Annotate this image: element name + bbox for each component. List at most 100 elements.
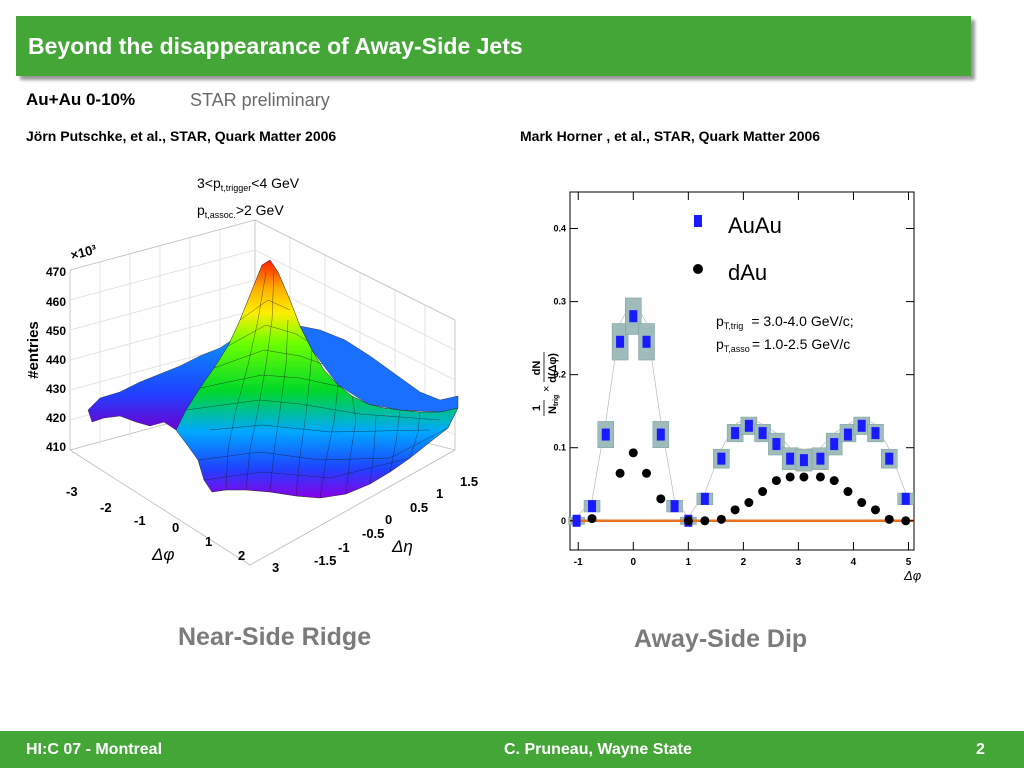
z-tick: 420	[46, 411, 66, 425]
z-multiplier: ×10³	[69, 241, 99, 262]
z-tick: 450	[46, 324, 66, 338]
footer-left: HI:C 07 - Montreal	[26, 741, 163, 758]
auau-point	[656, 428, 665, 441]
x-tick-label: 1	[686, 557, 692, 568]
footer-center: C. Pruneau, Wayne State	[504, 741, 692, 758]
auau-point	[885, 452, 894, 465]
z-tick: 460	[46, 295, 66, 309]
deta-tick: -1	[338, 540, 350, 555]
auau-point	[843, 428, 852, 441]
dau-point	[642, 468, 652, 478]
dau-point	[815, 472, 825, 482]
slide-title: Beyond the disappearance of Away-Side Je…	[28, 33, 523, 59]
auau-point	[758, 427, 767, 440]
x-tick-label: 5	[906, 557, 912, 568]
systematic-bands	[568, 297, 914, 525]
x-tick-label: 2	[741, 557, 747, 568]
auau-point	[830, 438, 839, 451]
scatter-series	[572, 310, 911, 527]
deta-tick: 0.5	[410, 500, 428, 515]
dau-point	[615, 468, 625, 478]
y-tick-label: 0.3	[553, 297, 566, 307]
z-tick: 430	[46, 382, 66, 396]
pt-trig-annotation: pT,trig = 3.0-4.0 GeV/c;	[716, 313, 854, 331]
dphi-tick: 0	[172, 520, 179, 535]
z-tick: 470	[46, 265, 66, 279]
scatter-axes: -1 0 1 2 3 4 5 0 0.1 0.2 0.3 0.4	[553, 192, 914, 568]
y-tick-label: 0	[561, 516, 566, 526]
dau-point	[744, 498, 754, 508]
pt-asso-annotation: pT,asso = 1.0-2.5 GeV/c	[716, 336, 850, 354]
cut-labels: 3<pt,trigger<4 GeV pt,assoc.>2 GeV	[197, 175, 300, 220]
auau-point	[717, 452, 726, 465]
pt-annotations: pT,trig = 3.0-4.0 GeV/c; pT,asso = 1.0-2.5…	[716, 313, 854, 354]
y-tick-label: 0.2	[553, 370, 566, 380]
dau-point	[857, 498, 867, 508]
surface-right-sheet	[299, 325, 459, 413]
dphi-tick: 2	[238, 548, 245, 563]
y-tick-label: 0.1	[553, 443, 566, 453]
preliminary-label: STAR preliminary	[190, 90, 330, 110]
credit-left: Jörn Putschke, et al., STAR, Quark Matte…	[26, 128, 337, 144]
band-outline	[576, 297, 907, 518]
y-tick-label: 0.4	[553, 224, 566, 234]
dphi-tick: -2	[100, 500, 112, 515]
deta-axis-label: Δη	[391, 537, 413, 556]
auau-point	[799, 454, 808, 467]
assoc-cut: pt,assoc.>2 GeV	[197, 202, 284, 220]
dau-point	[587, 514, 597, 524]
x-tick-label: 3	[796, 557, 802, 568]
ylabel-times: ×	[541, 386, 553, 392]
deta-tick: 1.5	[460, 474, 478, 489]
caption-near-side: Near-Side Ridge	[178, 623, 372, 651]
auau-point	[700, 492, 709, 505]
credit-right: Mark Horner , et al., STAR, Quark Matter…	[520, 128, 821, 144]
legend-marker-auau	[694, 215, 702, 227]
dau-point	[829, 476, 839, 486]
auau-point	[744, 419, 753, 432]
z-axis-label: #entries	[25, 321, 42, 379]
subhead: Au+Au 0-10%	[26, 90, 136, 109]
auau-point	[772, 438, 781, 451]
auau-point	[670, 500, 679, 513]
dau-point	[785, 472, 795, 482]
dphi-tick: 3	[272, 560, 279, 575]
deta-tick: -0.5	[362, 526, 384, 541]
auau-point	[642, 335, 651, 348]
footer-bar: HI:C 07 - Montreal C. Pruneau, Wayne Sta…	[0, 731, 1024, 768]
legend-label-dau: dAu	[728, 260, 767, 285]
auau-point	[731, 427, 740, 440]
surface-ridge	[175, 259, 459, 499]
ylabel-one: 1	[531, 405, 543, 411]
ylabel-dphi: d(Δφ)	[547, 353, 559, 383]
auau-point	[871, 427, 880, 440]
auau-point	[901, 492, 910, 505]
dau-point	[884, 514, 894, 524]
scatter-xlabel: Δφ	[903, 568, 922, 583]
dau-point	[843, 487, 853, 497]
auau-point	[786, 452, 795, 465]
dau-point	[758, 487, 768, 497]
auau-point	[601, 428, 610, 441]
z-axis: 470 460 450 440 430 420 410	[46, 265, 66, 454]
legend-marker-dau	[693, 264, 703, 274]
ylabel-ntrig: Ntrig	[547, 395, 560, 414]
auau-point	[616, 335, 625, 348]
x-tick-label: 4	[851, 557, 857, 568]
dau-point	[656, 494, 666, 504]
dphi-axis-label: Δφ	[151, 545, 175, 564]
dau-point	[700, 516, 710, 526]
auau-point	[857, 419, 866, 432]
z-tick: 440	[46, 353, 66, 367]
dau-point	[901, 516, 911, 526]
x-tick-label: 0	[631, 557, 637, 568]
dau-point	[628, 448, 638, 458]
page-number: 2	[976, 741, 985, 758]
auau-point	[572, 514, 581, 527]
away-side-scatter-plot: -1 0 1 2 3 4 5 0 0.1 0.2 0.3 0.4 AuAu dAu pT,trig = …	[531, 191, 922, 583]
auau-point	[816, 452, 825, 465]
dau-point	[730, 505, 740, 515]
z-tick: 410	[46, 440, 66, 454]
deta-tick: 1	[436, 486, 443, 501]
dau-point	[799, 472, 809, 482]
